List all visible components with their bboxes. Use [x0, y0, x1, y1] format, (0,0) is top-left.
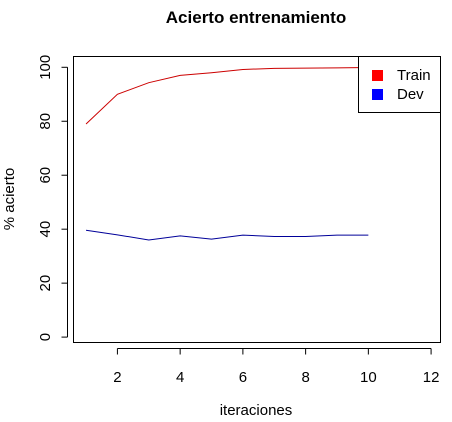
- y-tick-label: 80: [37, 113, 54, 130]
- x-tick-label: 6: [239, 369, 247, 386]
- legend-swatch-dev: [372, 89, 383, 100]
- series-line-dev: [85, 229, 369, 241]
- x-tick-label: 10: [360, 369, 377, 386]
- legend-box: [358, 56, 441, 113]
- y-tick-label: 20: [37, 275, 54, 292]
- x-tick-label: 4: [176, 369, 184, 386]
- y-tick-label: 100: [37, 55, 54, 80]
- y-tick-label: 0: [37, 333, 54, 341]
- x-tick-label: 2: [113, 369, 121, 386]
- x-tick-label: 8: [301, 369, 309, 386]
- y-tick-label: 60: [37, 167, 54, 184]
- chart-title: Acierto entrenamiento: [166, 8, 346, 27]
- legend-swatch-train: [372, 70, 383, 81]
- series-line-train: [85, 67, 369, 125]
- y-axis-label: % acierto: [1, 168, 18, 231]
- legend-label-train: Train: [397, 67, 431, 84]
- x-axis: 2 4 6 8 10 12: [113, 348, 440, 386]
- x-axis-label: iteraciones: [220, 402, 293, 419]
- legend-label-dev: Dev: [397, 86, 424, 103]
- y-tick-label: 40: [37, 221, 54, 238]
- legend: Train Dev: [358, 56, 441, 113]
- plot-area: [73, 56, 441, 343]
- series-layer: [85, 67, 369, 241]
- y-axis: 0 20 40 60 80 100: [37, 55, 68, 341]
- x-tick-label: 12: [423, 369, 440, 386]
